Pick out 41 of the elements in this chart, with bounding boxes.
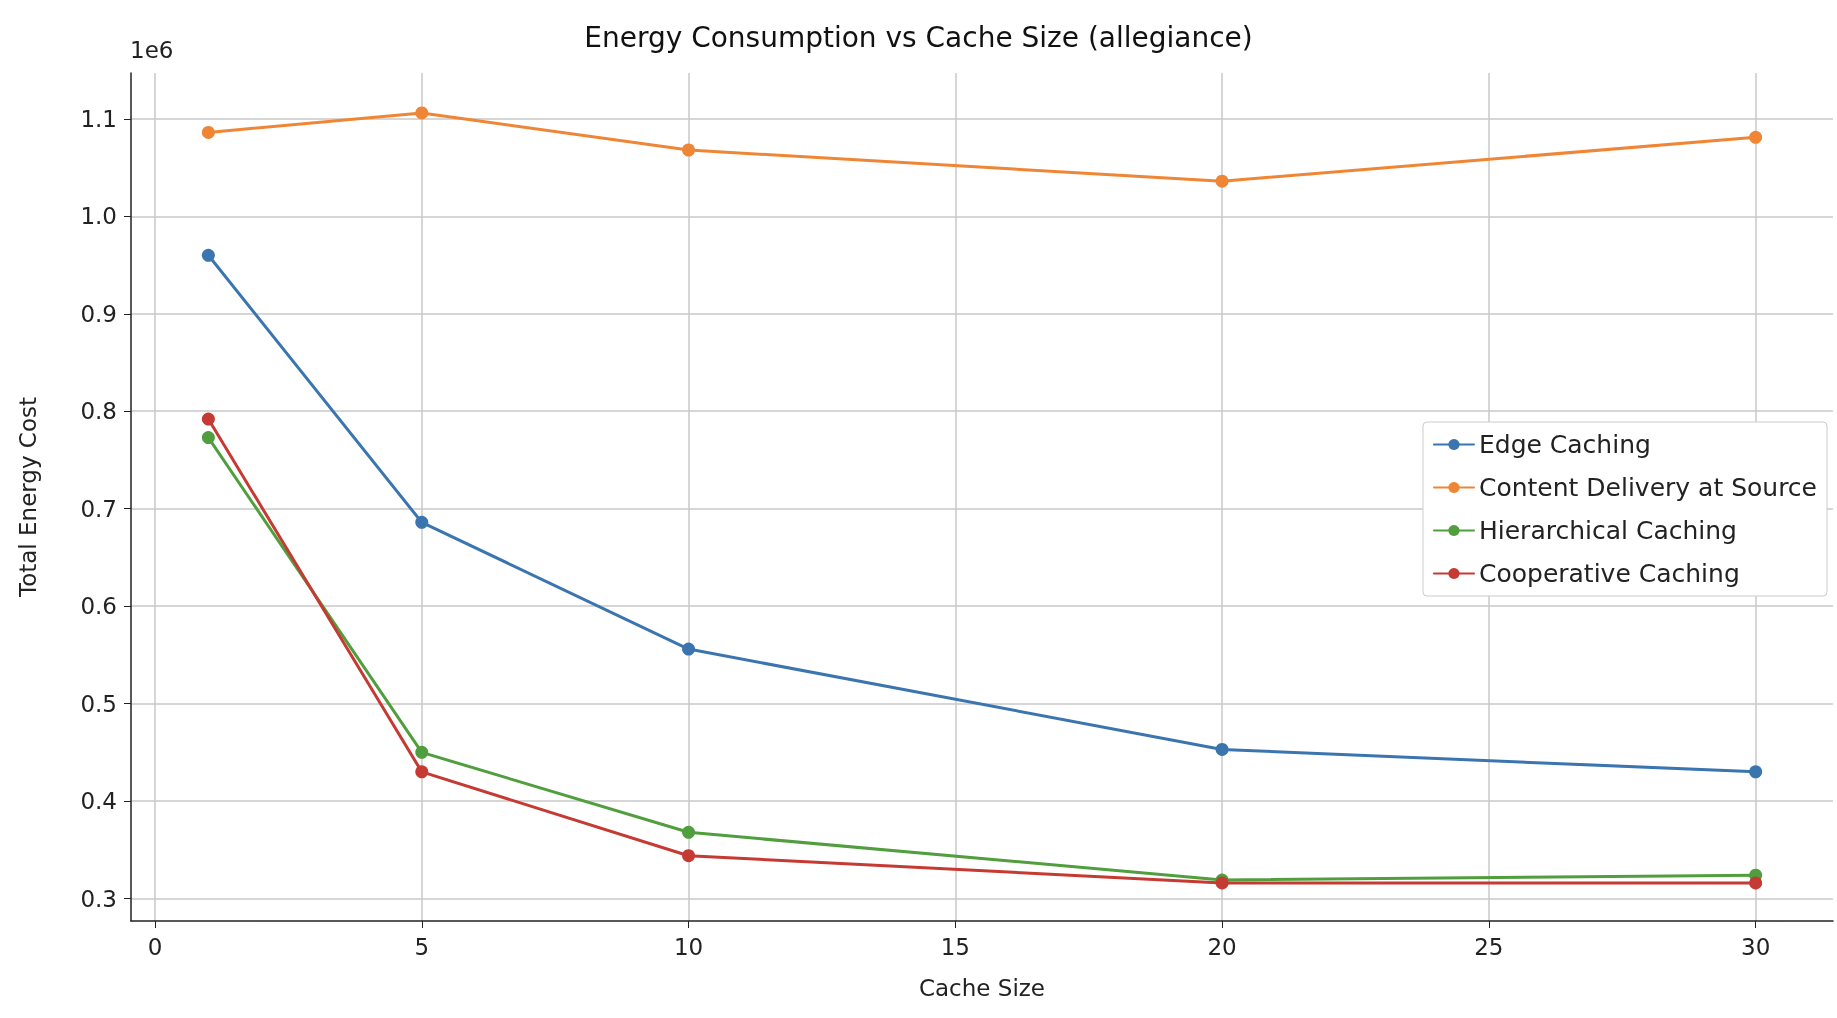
x-tick-label: 0 <box>147 933 163 960</box>
y-tick-label: 0.3 <box>80 885 117 912</box>
point <box>201 412 215 426</box>
y-tick-label: 0.9 <box>80 300 117 327</box>
point <box>201 125 215 139</box>
point <box>682 849 696 863</box>
y-tick-label: 0.7 <box>80 495 117 522</box>
legend-label: Hierarchical Caching <box>1478 516 1737 545</box>
point <box>415 745 429 759</box>
y-tick-label: 1.0 <box>80 203 117 230</box>
x-tick-label: 20 <box>1207 933 1237 960</box>
y-tick-label: 0.5 <box>80 690 117 717</box>
x-axis-title: Cache Size <box>918 974 1046 1001</box>
chart-title: Energy Consumption vs Cache Size (allegiance) <box>584 20 1253 54</box>
point <box>201 431 215 445</box>
y-tick-label: 0.6 <box>80 593 117 620</box>
legend-label: Cooperative Caching <box>1478 559 1740 588</box>
point <box>415 515 429 529</box>
point <box>682 143 696 157</box>
y-tick-label: 1.1 <box>80 105 117 132</box>
point <box>1749 765 1763 779</box>
point <box>1749 130 1763 144</box>
point <box>1215 174 1229 188</box>
point <box>415 106 429 120</box>
y-axis-title: Total Energy Cost <box>14 397 41 598</box>
point <box>682 825 696 839</box>
x-tick-label: 25 <box>1474 933 1504 960</box>
x-tick-label: 15 <box>940 933 970 960</box>
y-tick-label: 0.4 <box>80 788 117 815</box>
text: 1e6 <box>130 36 174 63</box>
point <box>682 642 696 656</box>
point <box>201 248 215 262</box>
point <box>415 765 429 779</box>
x-tick-label: 5 <box>414 933 430 960</box>
x-tick-label: 10 <box>673 933 704 960</box>
point <box>1749 876 1763 890</box>
legend-label: Content Delivery at Source <box>1478 473 1818 502</box>
legend-label: Edge Caching <box>1478 430 1651 459</box>
y-tick-label: 0.8 <box>80 398 117 425</box>
x-tick-label: 30 <box>1741 933 1771 960</box>
point <box>1215 742 1229 756</box>
